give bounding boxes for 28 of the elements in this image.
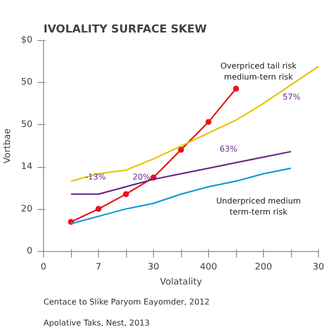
x-tick-label: 400 (200, 262, 218, 272)
point (233, 86, 239, 92)
text: Centace to Slike Paryom Eayomder, 2012 (44, 298, 210, 306)
text: $0 (21, 36, 33, 46)
x-tick-label: 30 (148, 262, 160, 272)
text: 14 (21, 162, 33, 172)
annotation: 57% (282, 92, 301, 102)
point (96, 206, 102, 212)
annotation: 20% (132, 172, 151, 182)
x-tick-label: 0 (40, 262, 47, 272)
annotation: 63% (220, 144, 238, 154)
text: 20 (21, 204, 33, 214)
x-axis-title: Volatality (160, 278, 203, 288)
x-tick-label: 30 (312, 262, 324, 272)
x-tick-label: 200 (254, 262, 272, 272)
text: 0 (26, 246, 33, 256)
point (123, 191, 129, 198)
annotation: Overpriced tail risk medium-tern risk (220, 62, 297, 82)
point (206, 118, 212, 125)
text: Apolative Taks, Nest, 2013 (44, 318, 150, 328)
text: 50 (21, 78, 33, 88)
annotation: -13% (85, 172, 106, 182)
annotation: Underpriced medium term-term risk (216, 196, 302, 216)
x-tick-label: 7 (96, 262, 102, 272)
y-axis-title: Vortbae (3, 128, 14, 164)
point (178, 146, 184, 153)
text: 50 (21, 120, 33, 130)
chart-title: IVOLALITY SURFACE SKEW (44, 22, 207, 36)
